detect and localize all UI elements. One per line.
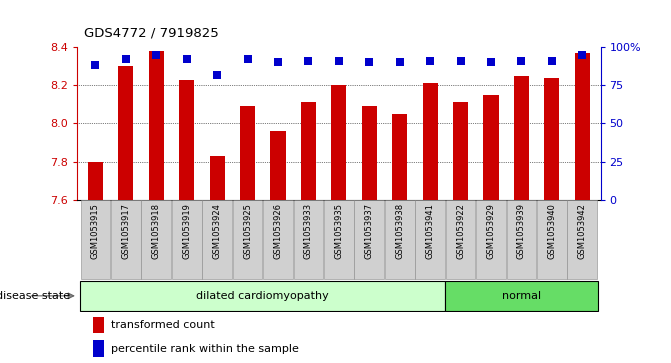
Point (364, 60, 374, 65)
Text: GSM1053926: GSM1053926 (274, 203, 282, 259)
Point (272, 60, 283, 65)
Bar (453, 102, 468, 200)
Text: GSM1053938: GSM1053938 (395, 203, 404, 259)
Text: GDS4772 / 7919825: GDS4772 / 7919825 (84, 27, 219, 40)
FancyBboxPatch shape (354, 200, 384, 279)
FancyBboxPatch shape (111, 200, 141, 279)
Text: GSM1053917: GSM1053917 (121, 203, 130, 259)
Bar (392, 114, 407, 200)
Point (151, 52, 162, 58)
Point (212, 72, 223, 78)
Bar (544, 78, 560, 200)
FancyBboxPatch shape (172, 200, 201, 279)
Bar (179, 79, 195, 200)
Bar (93, 317, 105, 333)
FancyBboxPatch shape (446, 281, 597, 311)
Point (577, 52, 588, 58)
Bar (514, 76, 529, 200)
Text: GSM1053929: GSM1053929 (486, 203, 495, 259)
Text: normal: normal (502, 291, 541, 301)
Text: GSM1053918: GSM1053918 (152, 203, 161, 259)
Point (425, 58, 435, 64)
Text: percentile rank within the sample: percentile rank within the sample (111, 343, 299, 354)
Text: GSM1053924: GSM1053924 (213, 203, 221, 259)
Text: GSM1053933: GSM1053933 (304, 203, 313, 259)
Point (546, 58, 557, 64)
Point (395, 60, 405, 65)
Text: dilated cardiomyopathy: dilated cardiomyopathy (197, 291, 329, 301)
Text: GSM1053922: GSM1053922 (456, 203, 465, 259)
Text: GSM1053940: GSM1053940 (548, 203, 556, 259)
FancyBboxPatch shape (233, 200, 262, 279)
FancyBboxPatch shape (293, 200, 323, 279)
Point (516, 58, 527, 64)
Bar (483, 95, 499, 200)
Point (181, 57, 192, 62)
Text: GSM1053935: GSM1053935 (334, 203, 344, 259)
FancyBboxPatch shape (415, 200, 445, 279)
FancyBboxPatch shape (81, 200, 110, 279)
Point (303, 58, 314, 64)
Bar (423, 83, 437, 200)
Text: GSM1053919: GSM1053919 (183, 203, 191, 259)
Bar (574, 53, 590, 200)
FancyBboxPatch shape (324, 200, 354, 279)
Text: disease state: disease state (0, 291, 70, 301)
Bar (270, 131, 286, 200)
FancyBboxPatch shape (507, 200, 536, 279)
FancyBboxPatch shape (202, 200, 232, 279)
Bar (93, 340, 105, 357)
FancyBboxPatch shape (446, 200, 476, 279)
Text: GSM1053939: GSM1053939 (517, 203, 526, 259)
Bar (118, 66, 134, 200)
Bar (301, 102, 316, 200)
Text: transformed count: transformed count (111, 320, 215, 330)
Point (242, 57, 253, 62)
FancyBboxPatch shape (476, 200, 506, 279)
FancyBboxPatch shape (81, 281, 446, 311)
FancyBboxPatch shape (384, 200, 415, 279)
Bar (331, 85, 346, 200)
Text: GSM1053925: GSM1053925 (243, 203, 252, 259)
Bar (362, 106, 377, 200)
FancyBboxPatch shape (263, 200, 293, 279)
Bar (88, 162, 103, 200)
Bar (149, 51, 164, 200)
Point (121, 57, 132, 62)
Point (333, 58, 344, 64)
Text: GSM1053942: GSM1053942 (578, 203, 586, 259)
Bar (240, 106, 255, 200)
FancyBboxPatch shape (568, 200, 597, 279)
Point (455, 58, 466, 64)
Text: GSM1053915: GSM1053915 (91, 203, 100, 259)
Text: GSM1053937: GSM1053937 (365, 203, 374, 259)
Point (90, 62, 101, 68)
FancyBboxPatch shape (142, 200, 171, 279)
Bar (209, 156, 225, 200)
FancyBboxPatch shape (537, 200, 567, 279)
Point (486, 60, 497, 65)
Text: GSM1053941: GSM1053941 (425, 203, 435, 259)
